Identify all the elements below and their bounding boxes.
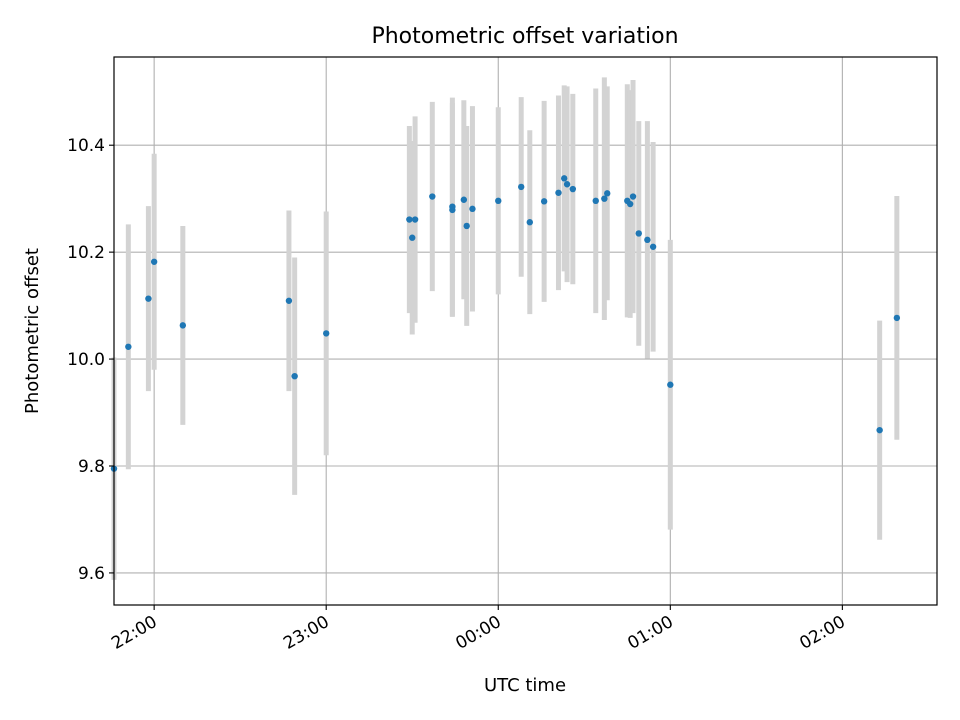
data-point bbox=[644, 236, 651, 244]
data-point bbox=[649, 243, 657, 250]
data-points bbox=[110, 175, 901, 472]
data-point bbox=[469, 205, 476, 213]
data-point bbox=[604, 190, 611, 197]
data-point bbox=[409, 234, 416, 241]
chart-title: Photometric offset variation bbox=[371, 24, 678, 49]
y-tick-label: 10.2 bbox=[67, 243, 105, 263]
data-point bbox=[429, 193, 436, 200]
data-point bbox=[876, 426, 883, 434]
y-tick-label: 10.0 bbox=[67, 350, 105, 370]
data-point bbox=[667, 381, 674, 388]
data-point bbox=[406, 216, 413, 223]
data-point bbox=[291, 372, 298, 380]
data-point bbox=[893, 314, 901, 322]
data-point bbox=[561, 175, 568, 182]
data-point bbox=[463, 222, 470, 230]
data-point bbox=[569, 185, 577, 193]
y-tick-label: 9.8 bbox=[78, 457, 105, 477]
data-point bbox=[125, 343, 132, 350]
data-point bbox=[150, 258, 158, 265]
data-point bbox=[449, 203, 456, 210]
y-axis: 9.6 9.8 10.0 10.2 10.4 bbox=[67, 136, 114, 584]
data-point bbox=[629, 193, 637, 200]
data-point bbox=[460, 196, 468, 203]
y-tick-label: 9.6 bbox=[78, 564, 105, 584]
x-axis-label: UTC time bbox=[484, 675, 566, 696]
data-point bbox=[592, 197, 599, 205]
data-point bbox=[411, 216, 419, 223]
data-point bbox=[526, 219, 534, 226]
y-tick-label: 10.4 bbox=[67, 136, 105, 156]
data-point bbox=[179, 322, 187, 329]
data-point bbox=[145, 295, 152, 302]
data-point bbox=[563, 181, 571, 188]
data-point bbox=[601, 195, 608, 202]
data-point bbox=[517, 183, 525, 191]
data-point bbox=[285, 297, 293, 304]
data-point bbox=[635, 230, 642, 237]
y-axis-label: Photometric offset bbox=[22, 248, 43, 414]
data-point bbox=[495, 197, 502, 205]
data-point bbox=[626, 200, 634, 208]
data-point bbox=[540, 198, 548, 205]
data-point bbox=[323, 330, 330, 337]
plot-frame bbox=[113, 56, 938, 606]
data-point bbox=[555, 189, 562, 196]
